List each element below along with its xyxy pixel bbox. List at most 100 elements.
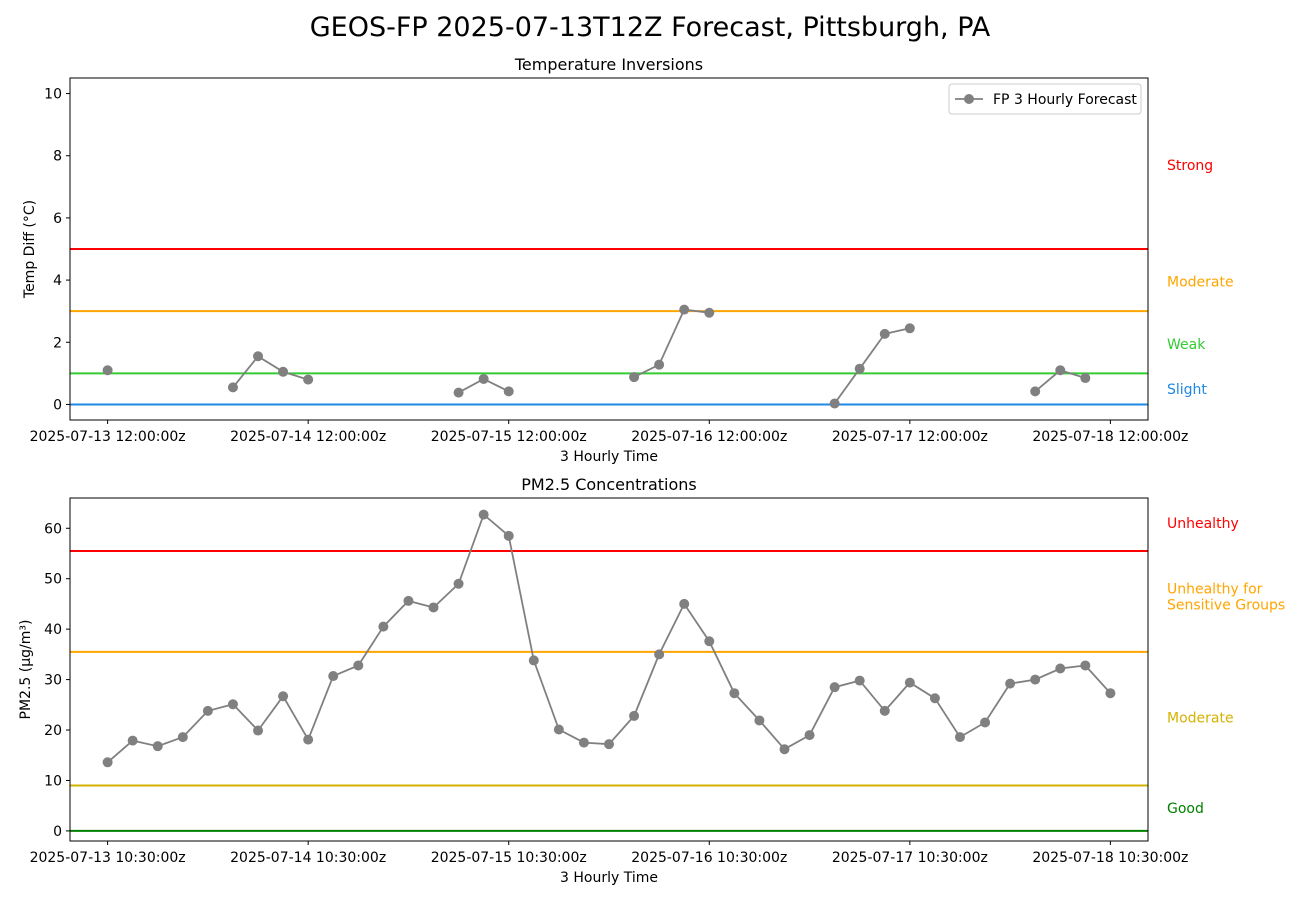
data-point bbox=[528, 655, 539, 666]
data-point bbox=[1030, 386, 1041, 397]
data-point bbox=[1005, 678, 1016, 689]
category-label-line: Unhealthy bbox=[1167, 516, 1239, 532]
legend-marker bbox=[964, 94, 974, 104]
data-point bbox=[854, 363, 865, 374]
data-point bbox=[1030, 674, 1041, 685]
data-point bbox=[779, 744, 790, 755]
data-point bbox=[1080, 373, 1091, 384]
data-point bbox=[353, 660, 364, 671]
data-point bbox=[1105, 688, 1116, 699]
data-point bbox=[303, 374, 314, 385]
axes-frame bbox=[69, 77, 1149, 421]
data-point bbox=[303, 734, 314, 745]
series-line bbox=[232, 355, 309, 388]
chart-title: PM2.5 Concentrations bbox=[521, 475, 697, 494]
y-tick-label: 4 bbox=[53, 273, 62, 289]
data-point bbox=[629, 710, 640, 721]
category-label-line: Sensitive Groups bbox=[1167, 597, 1285, 613]
axes-frame bbox=[69, 497, 1149, 842]
x-tick-label: 2025-07-13 10:30:00z bbox=[30, 850, 186, 866]
data-point bbox=[102, 365, 113, 376]
data-point bbox=[704, 307, 715, 318]
data-point bbox=[253, 351, 264, 362]
x-axis-label: 3 Hourly Time bbox=[560, 870, 658, 886]
data-point bbox=[328, 671, 339, 682]
chart-1: 0 2 4 6 8 10 2025-07-13 12:00:00z 2025-07-14 12… bbox=[22, 55, 1234, 465]
category-label-line: Unhealthy for bbox=[1167, 581, 1263, 597]
data-point bbox=[904, 677, 915, 688]
category-label-line: Strong bbox=[1167, 158, 1213, 174]
data-point bbox=[879, 705, 890, 716]
data-point bbox=[729, 688, 740, 699]
data-point bbox=[604, 739, 614, 750]
legend-box bbox=[948, 83, 1142, 115]
y-tick-label: 0 bbox=[53, 824, 62, 840]
data-point bbox=[704, 636, 715, 647]
y-tick-label: 40 bbox=[44, 622, 62, 638]
category-label: Slight bbox=[1167, 382, 1207, 398]
data-point bbox=[654, 649, 665, 660]
data-point bbox=[553, 724, 564, 735]
data-point bbox=[804, 730, 815, 741]
data-point bbox=[854, 675, 865, 686]
y-tick-label: 8 bbox=[53, 149, 62, 165]
data-point bbox=[879, 328, 890, 339]
data-point bbox=[754, 715, 765, 726]
data-point bbox=[127, 735, 138, 746]
category-label: Good bbox=[1167, 801, 1204, 817]
data-point bbox=[403, 595, 414, 606]
data-point bbox=[453, 578, 464, 589]
y-axis-label: Temp Diff (°C) bbox=[22, 200, 38, 299]
chart-title: Temperature Inversions bbox=[514, 55, 703, 74]
y-tick-label: 6 bbox=[53, 211, 62, 227]
data-point bbox=[278, 691, 289, 702]
data-point bbox=[829, 682, 840, 693]
data-point bbox=[227, 382, 238, 393]
y-tick-label: 30 bbox=[44, 673, 62, 689]
x-tick-label: 2025-07-18 10:30:00z bbox=[1032, 850, 1188, 866]
category-label: Unhealthy bbox=[1167, 516, 1239, 532]
data-point bbox=[629, 372, 640, 383]
data-point bbox=[102, 757, 113, 768]
x-tick-label: 2025-07-15 10:30:00z bbox=[431, 850, 587, 866]
y-tick-label: 0 bbox=[53, 397, 62, 413]
data-point bbox=[578, 737, 589, 748]
data-point bbox=[980, 717, 991, 728]
category-label-line: Weak bbox=[1167, 337, 1206, 353]
y-tick-label: 10 bbox=[44, 773, 62, 789]
data-point bbox=[253, 725, 264, 736]
category-label-line: Slight bbox=[1167, 382, 1207, 398]
data-point bbox=[904, 323, 915, 334]
data-point bbox=[1055, 365, 1066, 376]
y-tick-label: 2 bbox=[53, 335, 62, 351]
data-point bbox=[152, 741, 163, 752]
x-tick-label: 2025-07-14 12:00:00z bbox=[230, 429, 386, 445]
category-label: Unhealthy for Sensitive Groups bbox=[1167, 581, 1285, 613]
category-label: Moderate bbox=[1167, 710, 1234, 726]
y-tick-label: 10 bbox=[44, 87, 62, 103]
x-axis-label: 3 Hourly Time bbox=[560, 449, 658, 465]
x-tick-label: 2025-07-17 12:00:00z bbox=[832, 429, 988, 445]
category-label: Strong bbox=[1167, 158, 1213, 174]
series-line bbox=[833, 327, 910, 405]
chart-2: 0 10 20 30 40 50 60 2025-07-13 10:30:00z 2025-07… bbox=[18, 475, 1285, 886]
category-label-line: Moderate bbox=[1167, 710, 1234, 726]
y-tick-label: 20 bbox=[44, 723, 62, 739]
data-point bbox=[679, 304, 690, 315]
series-line bbox=[633, 308, 710, 378]
x-tick-label: 2025-07-18 12:00:00z bbox=[1032, 429, 1188, 445]
data-point bbox=[202, 705, 213, 716]
data-point bbox=[478, 373, 489, 384]
data-point bbox=[227, 699, 238, 710]
x-tick-label: 2025-07-13 12:00:00z bbox=[30, 429, 186, 445]
data-point bbox=[1080, 660, 1091, 671]
category-label: Moderate bbox=[1167, 275, 1234, 291]
figure-title: GEOS-FP 2025-07-13T12Z Forecast, Pittsbu… bbox=[309, 12, 991, 43]
category-label: Weak bbox=[1167, 337, 1206, 353]
y-tick-label: 50 bbox=[44, 572, 62, 588]
data-point bbox=[929, 693, 940, 704]
data-point bbox=[428, 602, 439, 613]
data-point bbox=[503, 386, 514, 397]
